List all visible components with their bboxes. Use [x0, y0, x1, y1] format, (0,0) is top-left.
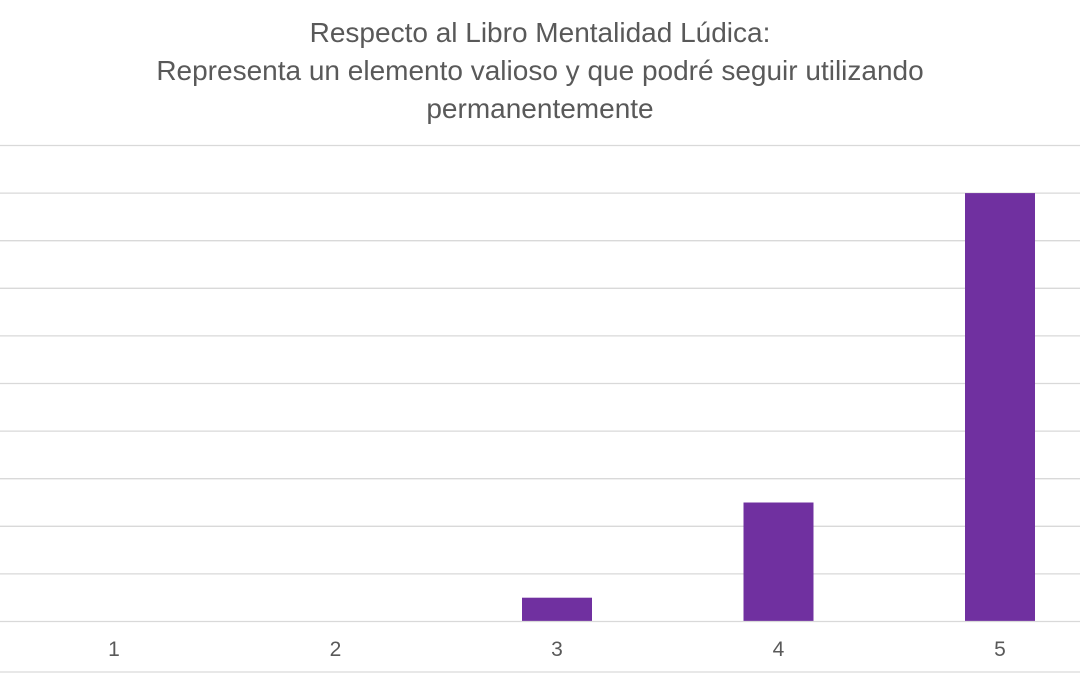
x-tick-label-5: 5	[994, 638, 1006, 661]
x-axis: 1 2 3 4 5	[0, 620, 1080, 661]
x-tick-label-2: 2	[330, 638, 342, 661]
bar-3	[522, 597, 592, 622]
bar-4	[743, 502, 814, 622]
bar-5	[965, 193, 1035, 622]
x-tick-label-1: 1	[108, 638, 120, 661]
bars	[522, 193, 1035, 622]
x-tick-label-3: 3	[551, 638, 563, 661]
x-tick-label-4: 4	[773, 638, 785, 661]
chart-title-line-2: Representa un elemento valioso y que pod…	[156, 55, 924, 86]
gridlines	[0, 144, 1080, 673]
chart-title: Respecto al Libro Mentalidad Lúdica: Rep…	[0, 14, 1080, 128]
chart-title-line-1: Respecto al Libro Mentalidad Lúdica:	[309, 17, 771, 48]
chart-title-line-3: permanentemente	[426, 93, 654, 124]
